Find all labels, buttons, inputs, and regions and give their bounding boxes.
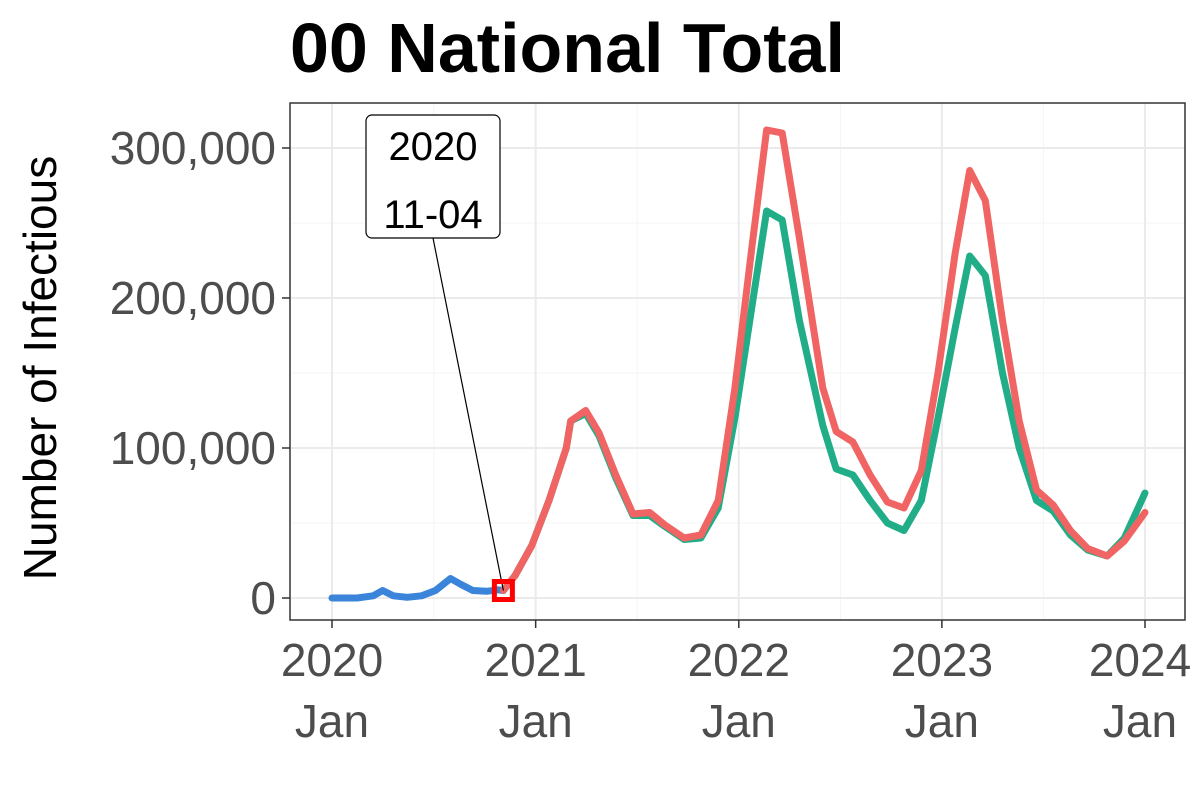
y-tick-label: 100,000 [110, 422, 276, 474]
x-tick-month: Jan [499, 695, 573, 747]
y-axis-label: Number of Infectious [14, 156, 66, 580]
callout-box [365, 114, 501, 239]
x-tick-month: Jan [905, 695, 979, 747]
y-tick-label: 300,000 [110, 122, 276, 174]
callout-year: 2020 [389, 125, 478, 169]
x-tick-month: Jan [295, 695, 369, 747]
highlight-marker [491, 579, 515, 602]
x-tick-year: 2023 [891, 634, 993, 686]
x-tick-month: Jan [1103, 695, 1177, 747]
x-tick-year: 2024 [1089, 634, 1191, 686]
y-tick-label: 0 [250, 572, 276, 624]
series-layer [328, 126, 1149, 602]
series-line-3 [499, 126, 1149, 594]
y-axis-ticks: 0 100,000 200,000 300,000 [110, 122, 290, 624]
chart-title: 00 National Total [290, 9, 845, 87]
x-tick-year: 2020 [281, 634, 383, 686]
x-tick-month: Jan [702, 695, 776, 747]
annotation: 2020 11-04 [365, 114, 515, 602]
y-tick-label: 200,000 [110, 272, 276, 324]
x-tick-year: 2021 [484, 634, 586, 686]
plot-border [289, 102, 1186, 621]
x-axis-ticks: 2020 Jan 2021 Jan 2022 Jan 2023 Jan 2024 Jan [281, 620, 1191, 747]
callout-leader-line [432, 237, 504, 591]
series-line-1 [328, 575, 507, 602]
callout-date: 11-04 [383, 193, 482, 237]
x-tick-year: 2022 [688, 634, 790, 686]
